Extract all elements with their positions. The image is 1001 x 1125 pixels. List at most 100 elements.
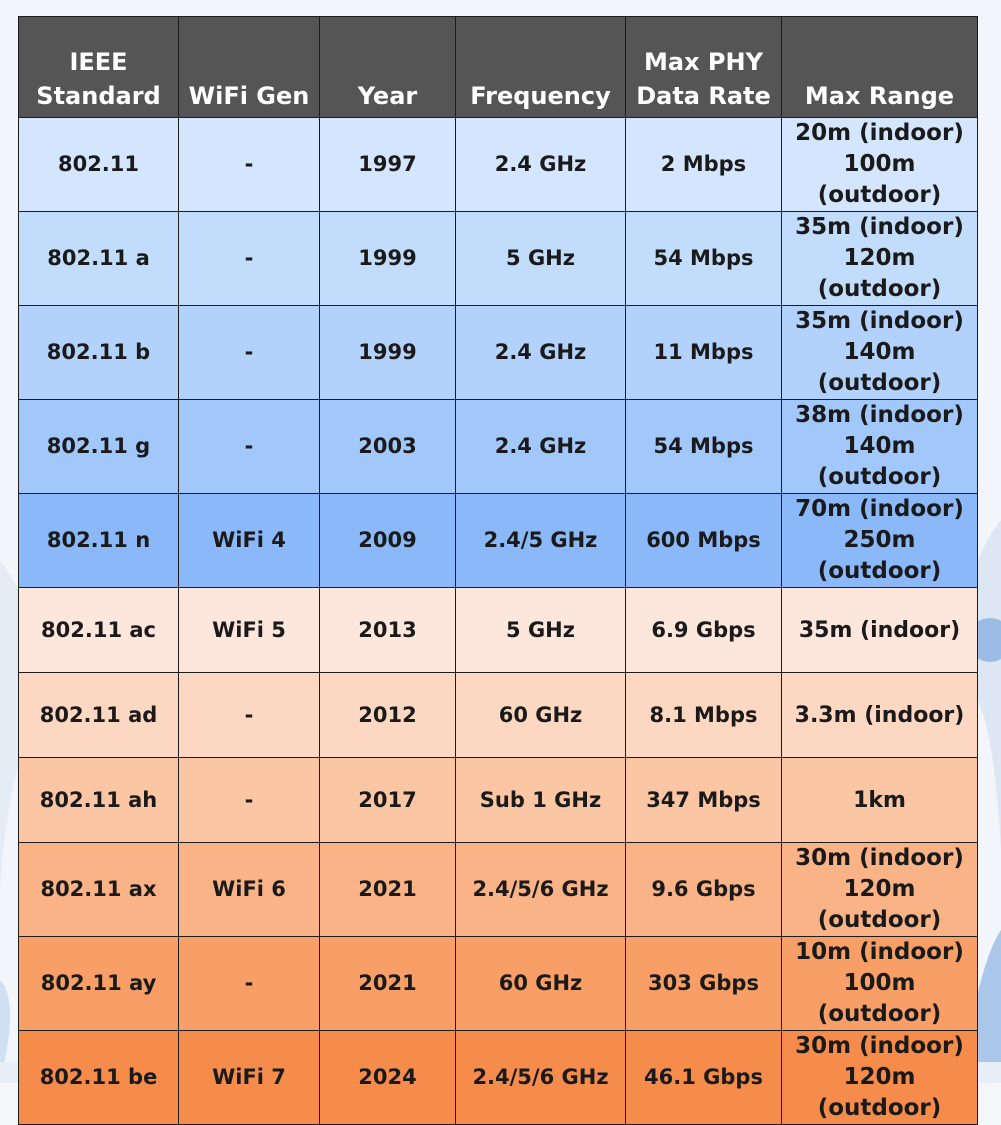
header-line: IEEE — [69, 48, 128, 76]
table-row: 802.11 ac WiFi 5 2013 5 GHz 6.9 Gbps 35m (ind… — [18, 587, 978, 673]
header-line: Max Range — [804, 82, 955, 110]
cell-frequency: 5 GHz — [455, 587, 626, 673]
table-row: 802.11-1997 2.4 GHz 2 Mbps 20m (indoor) 100m… — [18, 117, 978, 212]
range-line: 120m (outdoor) — [817, 245, 942, 302]
cell-wifi-gen: - — [178, 936, 320, 1031]
cell-ieee-standard: 802.11 ax — [18, 842, 179, 937]
range-line: 70m (indoor) — [795, 496, 964, 522]
cell-max-data-rate: 6.9 Gbps — [625, 587, 782, 673]
header-line: Max PHY — [644, 48, 763, 76]
range-line: 30m (indoor) — [795, 845, 964, 871]
cell-ieee-standard: 802.11 be — [18, 1030, 179, 1125]
header-line: Standard — [36, 82, 161, 110]
cell-max-data-rate: 11 Mbps — [625, 305, 782, 400]
cell-max-range: 1km — [781, 757, 978, 843]
cell-max-data-rate: 347 Mbps — [625, 757, 782, 843]
range-line: 140m (outdoor) — [817, 339, 942, 396]
column-header-ieee-standard: IEEE Standard — [18, 16, 179, 118]
cell-ieee-standard: 802.11 ah — [18, 757, 179, 843]
table-header-row: IEEE Standard WiFi Gen Year Frequency Ma… — [18, 16, 978, 118]
column-header-year: Year — [319, 16, 456, 118]
table-row: 802.11 ad -2012 60 GHz 8.1 Mbps 3.3m (indoor… — [18, 672, 978, 758]
header-line: Year — [357, 82, 418, 110]
cell-max-range: 35m (indoor) 140m (outdoor) — [781, 305, 978, 400]
cell-year: 1997 — [319, 117, 456, 212]
cell-ieee-standard: 802.11 b — [18, 305, 179, 400]
range-line: 30m (indoor) — [795, 1033, 964, 1059]
cell-max-data-rate: 2 Mbps — [625, 117, 782, 212]
cell-year: 2009 — [319, 493, 456, 588]
range-line: 10m (indoor) — [795, 939, 964, 965]
range-line: 35m (indoor) — [795, 214, 964, 240]
range-line: 35m (indoor) — [795, 308, 964, 334]
cell-frequency: 2.4 GHz — [455, 117, 626, 212]
column-header-max-range: Max Range — [781, 16, 978, 118]
cell-max-range: 35m (indoor) 120m (outdoor) — [781, 211, 978, 306]
cell-ieee-standard: 802.11 a — [18, 211, 179, 306]
table-row: 802.11 n WiFi 4 2009 2.4/5 GHz 600 Mbps 70m (… — [18, 493, 978, 588]
range-line: 140m (outdoor) — [817, 433, 942, 490]
cell-wifi-gen: - — [178, 305, 320, 400]
table-body: 802.11-1997 2.4 GHz 2 Mbps 20m (indoor) 100m… — [18, 117, 978, 1125]
cell-frequency: 60 GHz — [455, 936, 626, 1031]
cell-year: 2021 — [319, 936, 456, 1031]
table-row: 802.11 ax WiFi 6 2021 2.4/5/6 GHz 9.6 Gbps 30… — [18, 842, 978, 937]
range-line: 1km — [853, 787, 906, 813]
cell-max-range: 38m (indoor) 140m (outdoor) — [781, 399, 978, 494]
cell-max-range: 30m (indoor) 120m (outdoor) — [781, 842, 978, 937]
cell-year: 2013 — [319, 587, 456, 673]
cell-max-range: 35m (indoor) — [781, 587, 978, 673]
cell-frequency: 60 GHz — [455, 672, 626, 758]
range-line: 250m (outdoor) — [817, 527, 942, 584]
cell-frequency: 2.4/5/6 GHz — [455, 842, 626, 937]
cell-max-data-rate: 54 Mbps — [625, 399, 782, 494]
header-line: Frequency — [470, 82, 611, 110]
cell-year: 2012 — [319, 672, 456, 758]
cell-max-data-rate: 9.6 Gbps — [625, 842, 782, 937]
range-line: 20m (indoor) — [795, 120, 964, 146]
cell-year: 2024 — [319, 1030, 456, 1125]
cell-max-data-rate: 8.1 Mbps — [625, 672, 782, 758]
wifi-standards-table-container: IEEE Standard WiFi Gen Year Frequency Ma… — [18, 16, 978, 1125]
cell-max-data-rate: 54 Mbps — [625, 211, 782, 306]
cell-ieee-standard: 802.11 g — [18, 399, 179, 494]
cell-wifi-gen: - — [178, 399, 320, 494]
header-line: WiFi Gen — [188, 82, 310, 110]
table-row: 802.11 a -1999 5 GHz 54 Mbps 35m (indoor) 120… — [18, 211, 978, 306]
cell-wifi-gen: - — [178, 211, 320, 306]
cell-year: 2003 — [319, 399, 456, 494]
cell-wifi-gen: - — [178, 757, 320, 843]
cell-frequency: 2.4 GHz — [455, 305, 626, 400]
range-line: 120m (outdoor) — [817, 876, 942, 933]
cell-year: 2017 — [319, 757, 456, 843]
cell-frequency: Sub 1 GHz — [455, 757, 626, 843]
range-line: 3.3m (indoor) — [794, 702, 965, 728]
cell-frequency: 2.4/5/6 GHz — [455, 1030, 626, 1125]
cell-wifi-gen: WiFi 7 — [178, 1030, 320, 1125]
cell-max-data-rate: 46.1 Gbps — [625, 1030, 782, 1125]
cell-max-range: 70m (indoor) 250m (outdoor) — [781, 493, 978, 588]
range-line: 120m (outdoor) — [817, 1064, 942, 1121]
column-header-max-phy-data-rate: Max PHY Data Rate — [625, 16, 782, 118]
cell-ieee-standard: 802.11 ac — [18, 587, 179, 673]
header-line: Data Rate — [636, 82, 771, 110]
wifi-standards-table: IEEE Standard WiFi Gen Year Frequency Ma… — [18, 16, 978, 1125]
cell-frequency: 5 GHz — [455, 211, 626, 306]
cell-wifi-gen: - — [178, 117, 320, 212]
range-line: 100m (outdoor) — [817, 151, 942, 208]
cell-max-range: 30m (indoor) 120m (outdoor) — [781, 1030, 978, 1125]
cell-wifi-gen: WiFi 4 — [178, 493, 320, 588]
table-row: 802.11 b -1999 2.4 GHz 11 Mbps 35m (indoor) 1… — [18, 305, 978, 400]
column-header-frequency: Frequency — [455, 16, 626, 118]
cell-max-data-rate: 303 Gbps — [625, 936, 782, 1031]
cell-max-data-rate: 600 Mbps — [625, 493, 782, 588]
cell-wifi-gen: WiFi 5 — [178, 587, 320, 673]
cell-ieee-standard: 802.11 — [18, 117, 179, 212]
cell-frequency: 2.4 GHz — [455, 399, 626, 494]
cell-wifi-gen: WiFi 6 — [178, 842, 320, 937]
range-line: 38m (indoor) — [795, 402, 964, 428]
cell-max-range: 3.3m (indoor) — [781, 672, 978, 758]
table-row: 802.11 ah -2017 Sub 1 GHz 347 Mbps 1km — [18, 757, 978, 843]
cell-max-range: 20m (indoor) 100m (outdoor) — [781, 117, 978, 212]
table-row: 802.11 ay -2021 60 GHz 303 Gbps 10m (indoor)… — [18, 936, 978, 1031]
